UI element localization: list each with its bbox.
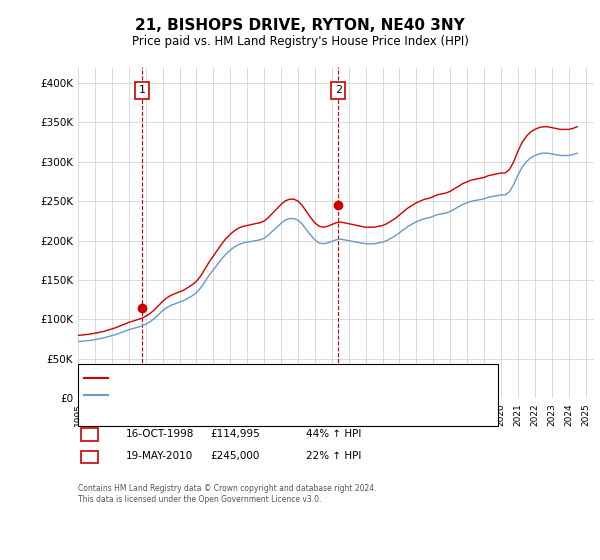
Text: 19-MAY-2010: 19-MAY-2010	[126, 451, 193, 461]
Text: £114,995: £114,995	[210, 429, 260, 439]
Text: 16-OCT-1998: 16-OCT-1998	[126, 429, 194, 439]
Text: HPI: Average price, detached house, Gateshead: HPI: Average price, detached house, Gate…	[114, 390, 348, 400]
Text: 1: 1	[139, 85, 146, 95]
Text: 2: 2	[86, 451, 93, 461]
Text: 21, BISHOPS DRIVE, RYTON, NE40 3NY (detached house): 21, BISHOPS DRIVE, RYTON, NE40 3NY (deta…	[114, 373, 392, 383]
Text: Contains HM Land Registry data © Crown copyright and database right 2024.
This d: Contains HM Land Registry data © Crown c…	[78, 484, 377, 504]
Text: 44% ↑ HPI: 44% ↑ HPI	[306, 429, 361, 439]
Text: 22% ↑ HPI: 22% ↑ HPI	[306, 451, 361, 461]
Text: £245,000: £245,000	[210, 451, 259, 461]
Text: 1: 1	[86, 429, 93, 439]
Text: Price paid vs. HM Land Registry's House Price Index (HPI): Price paid vs. HM Land Registry's House …	[131, 35, 469, 49]
Text: 2: 2	[335, 85, 342, 95]
Text: 21, BISHOPS DRIVE, RYTON, NE40 3NY: 21, BISHOPS DRIVE, RYTON, NE40 3NY	[135, 18, 465, 32]
